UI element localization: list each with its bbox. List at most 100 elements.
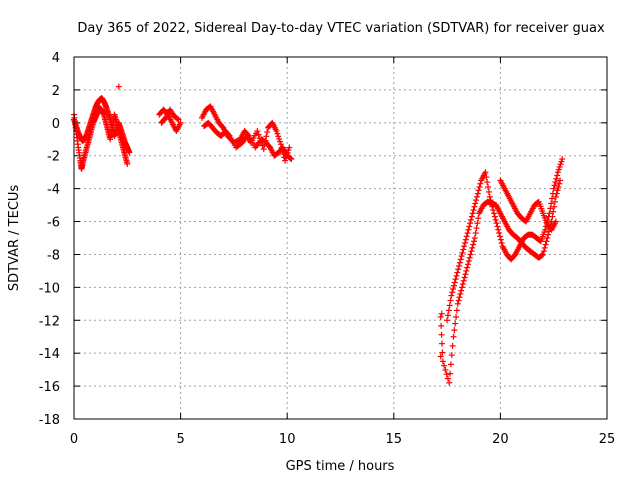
data-point: [456, 259, 463, 266]
data-point: [485, 188, 492, 195]
data-point: [464, 261, 471, 268]
data-point: [476, 183, 483, 190]
data-point: [282, 155, 289, 162]
data-point: [489, 203, 496, 210]
data-point: [548, 200, 555, 207]
data-point: [461, 274, 468, 281]
data-point: [472, 230, 479, 237]
data-point: [465, 258, 472, 265]
data-point: [276, 138, 283, 145]
data-point: [458, 253, 465, 260]
y-tick-label: 2: [52, 84, 60, 99]
data-point: [439, 358, 446, 365]
data-point: [459, 284, 466, 291]
data-point: [466, 254, 473, 261]
data-point: [488, 200, 495, 207]
data-point: [444, 317, 451, 324]
data-point: [439, 349, 446, 356]
data-point: [475, 187, 482, 194]
data-point: [275, 133, 282, 140]
data-point: [450, 333, 457, 340]
data-point: [548, 195, 555, 202]
data-point: [468, 248, 475, 255]
data-point: [470, 241, 477, 248]
data-point: [496, 233, 503, 240]
data-point: [540, 251, 547, 258]
data-point: [455, 266, 462, 273]
data-point: [462, 239, 469, 246]
data-point: [276, 135, 283, 142]
data-point: [283, 152, 290, 159]
data-point: [456, 294, 463, 301]
data-point: [545, 213, 552, 220]
data-point: [124, 160, 131, 167]
data-point: [459, 249, 466, 256]
data-point: [491, 213, 498, 220]
data-point: [477, 180, 484, 187]
data-point: [438, 331, 445, 338]
y-tick-label: 0: [52, 117, 60, 132]
data-point: [438, 340, 445, 347]
data-point: [483, 174, 490, 181]
data-point: [449, 289, 456, 296]
data-point: [448, 292, 455, 299]
data-point: [482, 169, 489, 176]
data-point: [454, 269, 461, 276]
data-point: [260, 146, 267, 153]
data-point: [473, 193, 480, 200]
data-point: [542, 226, 549, 233]
data-point: [553, 175, 560, 182]
data-point: [559, 156, 566, 163]
data-point: [464, 264, 471, 271]
data-point: [554, 169, 561, 176]
data-point: [438, 322, 445, 329]
data-point: [175, 116, 182, 123]
data-point: [279, 147, 286, 154]
y-tick-label: 4: [52, 51, 60, 66]
data-point: [472, 200, 479, 207]
data-point: [282, 157, 289, 164]
x-tick-label: 15: [386, 432, 403, 447]
data-point: [498, 239, 505, 246]
data-point: [285, 147, 292, 154]
axis-ticks: 0 5 10 15 20 25 -18 -16 -14 -12 -10 -8 -6 -4 -2 0 2 4: [39, 51, 616, 447]
data-point: [495, 226, 502, 233]
data-point: [473, 225, 480, 232]
data-point: [454, 300, 461, 307]
data-point: [490, 207, 497, 214]
data-point: [446, 302, 453, 309]
data-point: [546, 210, 553, 217]
x-tick-label: 10: [279, 432, 296, 447]
x-axis-label: GPS time / hours: [286, 459, 395, 474]
data-point: [256, 135, 263, 142]
data-point: [261, 141, 268, 148]
data-point: [549, 190, 556, 197]
data-point: [441, 362, 448, 369]
data-point: [550, 208, 557, 215]
data-point: [444, 375, 451, 382]
data-point: [551, 198, 558, 205]
data-point: [552, 218, 559, 225]
data-point: [442, 366, 449, 373]
x-tick-label: 25: [599, 432, 616, 447]
data-point: [447, 297, 454, 304]
data-point: [255, 131, 262, 138]
data-point: [452, 320, 459, 327]
data-point: [264, 129, 271, 136]
data-point: [544, 235, 551, 241]
data-point: [547, 205, 554, 212]
x-tick-label: 5: [176, 432, 184, 447]
data-point: [174, 115, 181, 122]
y-tick-label: -2: [47, 150, 60, 165]
data-point: [471, 203, 478, 210]
y-tick-label: -4: [47, 183, 60, 198]
data-point: [463, 233, 470, 240]
data-point: [469, 210, 476, 217]
data-point: [552, 193, 559, 200]
data-point: [469, 244, 476, 251]
data-point: [492, 216, 499, 223]
data-point: [550, 185, 557, 192]
data-point: [494, 223, 501, 230]
y-axis-label: SDTVAR / TECUs: [7, 185, 22, 292]
